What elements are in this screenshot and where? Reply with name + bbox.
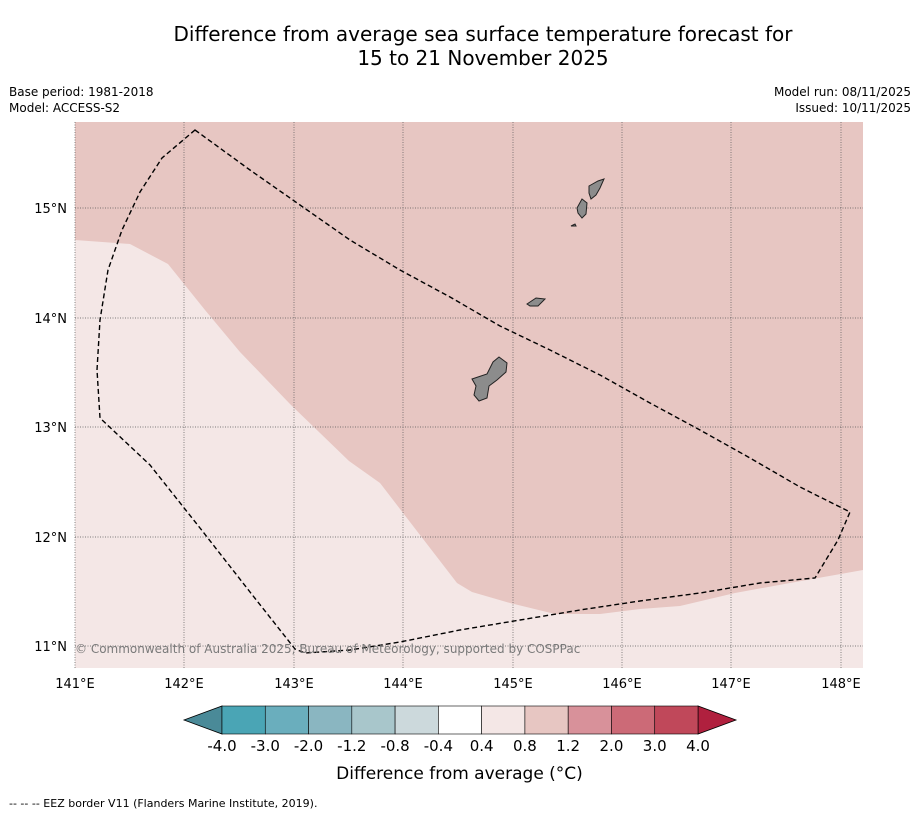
colorbar-bin	[221, 705, 266, 735]
colorbar: -4.0 -3.0 -2.0 -1.2 -0.8 -0.4 0.4 0.8 1.2 2.0 3.0 4…	[182, 705, 738, 755]
model-name: Model: ACCESS-S2	[9, 101, 121, 115]
guam-island	[471, 356, 508, 402]
meta-left: Base period: 1981-2018 Model: ACCESS-S2	[9, 84, 154, 116]
lat-tick-12: 12°N	[34, 531, 67, 546]
colorbar-extend-high	[697, 705, 738, 735]
lon-tick-141: 141°E	[55, 677, 95, 692]
colorbar-tick-label: 4.0	[686, 737, 710, 755]
colorbar-bin	[438, 705, 482, 735]
colorbar-bin	[308, 705, 353, 735]
lat-tick-labels: 15°N 14°N 13°N 12°N 11°N	[34, 202, 67, 655]
colorbar-tick-label: 3.0	[643, 737, 667, 755]
chart-title: Difference from average sea surface temp…	[0, 22, 919, 70]
colorbar-tick-label: 0.4	[470, 737, 494, 755]
colorbar-bin	[654, 705, 699, 735]
colorbar-tick-label: 2.0	[600, 737, 624, 755]
issued-date: Issued: 10/11/2025	[795, 101, 911, 115]
copyright-text: © Commonwealth of Australia 2025, Bureau…	[75, 642, 580, 656]
saipan-island	[588, 178, 605, 200]
lon-tick-143: 143°E	[274, 677, 314, 692]
eez-border	[96, 129, 851, 654]
lon-tick-labels: 141°E 142°E 143°E 144°E 145°E 146°E 147°…	[55, 677, 861, 692]
colorbar-bin	[481, 705, 526, 735]
lon-tick-148: 148°E	[821, 677, 861, 692]
colorbar-bin	[567, 705, 612, 735]
lon-tick-142: 142°E	[164, 677, 204, 692]
lat-tick-11: 11°N	[34, 640, 67, 655]
model-run: Model run: 08/11/2025	[773, 85, 911, 99]
lat-tick-13: 13°N	[34, 421, 67, 436]
colorbar-label: Difference from average (°C)	[336, 764, 583, 784]
base-period: Base period: 1981-2018	[9, 85, 154, 99]
colorbar-tick-label: -3.0	[251, 737, 280, 755]
colorbar-tick-label: -4.0	[207, 737, 236, 755]
lon-tick-145: 145°E	[493, 677, 533, 692]
colorbar-tick-label: -1.2	[337, 737, 366, 755]
lon-tick-146: 146°E	[602, 677, 642, 692]
colorbar-tick-label: -2.0	[294, 737, 323, 755]
colorbar-extend-low	[182, 705, 223, 735]
land-masses	[471, 178, 605, 402]
lon-tick-144: 144°E	[383, 677, 423, 692]
colorbar-bin	[351, 705, 396, 735]
meta-right: Model run: 08/11/2025 Issued: 10/11/2025	[774, 84, 911, 116]
lat-tick-15: 15°N	[34, 202, 67, 217]
colorbar-tick-label: -0.8	[380, 737, 409, 755]
lat-tick-14: 14°N	[34, 312, 67, 327]
colorbar-bin	[394, 705, 439, 735]
rota-island	[526, 297, 547, 307]
lon-tick-147: 147°E	[711, 677, 751, 692]
title-line-2: 15 to 21 November 2025	[357, 46, 609, 70]
colorbar-bin	[611, 705, 656, 735]
colorbar-tick-label: 1.2	[556, 737, 580, 755]
colorbar-bin	[524, 705, 569, 735]
tinian-island	[576, 198, 588, 219]
colorbar-tick-label: 0.8	[513, 737, 537, 755]
aguijan-islet	[570, 223, 577, 227]
eez-legend-note: -- -- -- EEZ border V11 (Flanders Marine…	[9, 797, 318, 810]
colorbar-tick-label: -0.4	[424, 737, 453, 755]
sst-anomaly-low-region	[75, 240, 863, 668]
title-line-1: Difference from average sea surface temp…	[173, 22, 793, 46]
grid-lines	[74, 122, 863, 668]
colorbar-bin	[264, 705, 309, 735]
